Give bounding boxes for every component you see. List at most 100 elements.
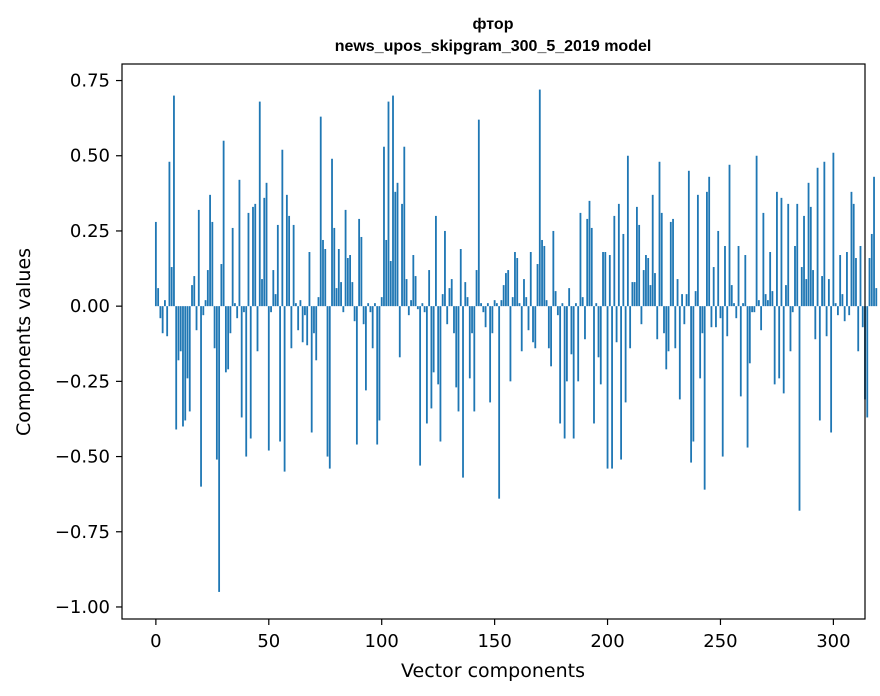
bar bbox=[665, 306, 668, 370]
bar bbox=[421, 303, 424, 307]
bar bbox=[593, 306, 595, 424]
x-tick-label: 200 bbox=[590, 631, 624, 652]
bar bbox=[493, 300, 496, 307]
y-tick-label: 0.00 bbox=[70, 296, 110, 317]
bar bbox=[423, 306, 426, 313]
bar bbox=[491, 306, 494, 334]
bar bbox=[446, 306, 449, 325]
bar bbox=[396, 182, 399, 307]
bar bbox=[651, 194, 654, 307]
bar bbox=[202, 306, 205, 316]
bar bbox=[480, 303, 482, 307]
bar bbox=[532, 306, 534, 343]
bar bbox=[541, 239, 543, 307]
bar bbox=[505, 273, 507, 307]
y-tick-label: −0.75 bbox=[55, 522, 110, 543]
bar bbox=[787, 203, 790, 307]
bar bbox=[240, 306, 243, 418]
bar bbox=[529, 252, 532, 307]
bar bbox=[742, 303, 744, 307]
bar bbox=[575, 303, 577, 307]
bar bbox=[301, 306, 304, 343]
bar bbox=[590, 227, 593, 307]
bar bbox=[832, 152, 835, 307]
bar bbox=[762, 212, 765, 307]
bar bbox=[254, 203, 257, 307]
bar bbox=[568, 288, 571, 307]
bar bbox=[572, 306, 575, 439]
bar bbox=[489, 306, 492, 403]
bar bbox=[626, 155, 629, 307]
bar bbox=[441, 294, 444, 307]
bar bbox=[502, 285, 505, 307]
bar bbox=[814, 306, 817, 340]
bar bbox=[276, 224, 279, 307]
bar bbox=[624, 306, 627, 403]
bar bbox=[613, 215, 616, 307]
bar bbox=[222, 140, 225, 307]
x-tick-label: 50 bbox=[257, 631, 280, 652]
bar bbox=[342, 306, 345, 313]
bar bbox=[764, 294, 767, 307]
bar bbox=[606, 306, 609, 469]
bar bbox=[367, 303, 370, 307]
bar bbox=[715, 306, 717, 328]
bar bbox=[760, 306, 763, 331]
bar bbox=[274, 294, 277, 307]
bar bbox=[238, 179, 241, 307]
bar bbox=[656, 306, 659, 340]
bar bbox=[383, 146, 385, 307]
bar bbox=[161, 306, 164, 334]
bar bbox=[353, 306, 356, 322]
bar bbox=[288, 215, 291, 307]
bar bbox=[188, 306, 191, 412]
bar bbox=[721, 306, 724, 457]
bar bbox=[584, 306, 586, 340]
y-axis-ticks: 0.75 0.50 0.25 0.00 −0.25 −0.50 −0.75 −1.00 bbox=[55, 71, 122, 618]
bar bbox=[514, 252, 516, 307]
bar bbox=[428, 270, 431, 307]
bar bbox=[355, 306, 358, 445]
bar bbox=[694, 291, 697, 307]
bar bbox=[349, 255, 351, 307]
bar bbox=[696, 194, 699, 307]
bar bbox=[690, 306, 693, 463]
bar bbox=[498, 306, 501, 499]
bar bbox=[193, 276, 196, 307]
bar bbox=[482, 306, 485, 313]
bar bbox=[780, 197, 783, 307]
bar bbox=[173, 95, 175, 307]
bar bbox=[821, 276, 823, 307]
x-axis-label: Vector components bbox=[401, 660, 585, 682]
bar bbox=[455, 306, 458, 388]
y-tick-label: −1.00 bbox=[55, 597, 110, 618]
bar bbox=[640, 306, 643, 325]
bar bbox=[577, 306, 580, 382]
bar bbox=[380, 297, 383, 307]
bar bbox=[870, 233, 873, 307]
bar bbox=[263, 197, 266, 307]
bar bbox=[669, 221, 672, 307]
bar bbox=[681, 294, 683, 307]
bar-series bbox=[154, 89, 878, 592]
bar bbox=[324, 249, 327, 307]
bar bbox=[209, 194, 211, 307]
bar bbox=[798, 306, 801, 511]
bar bbox=[186, 306, 189, 379]
bar bbox=[200, 306, 202, 487]
bar bbox=[310, 306, 313, 433]
bar bbox=[170, 267, 173, 307]
bar bbox=[462, 306, 464, 478]
bar bbox=[538, 89, 541, 307]
bar bbox=[392, 95, 394, 307]
bar bbox=[717, 230, 720, 307]
bar bbox=[229, 306, 232, 334]
bar bbox=[182, 306, 184, 427]
bar bbox=[660, 212, 663, 307]
bar bbox=[389, 261, 392, 307]
bar bbox=[500, 300, 503, 307]
bar bbox=[599, 306, 602, 385]
bar bbox=[672, 218, 674, 307]
y-tick-label: 0.50 bbox=[70, 146, 110, 167]
